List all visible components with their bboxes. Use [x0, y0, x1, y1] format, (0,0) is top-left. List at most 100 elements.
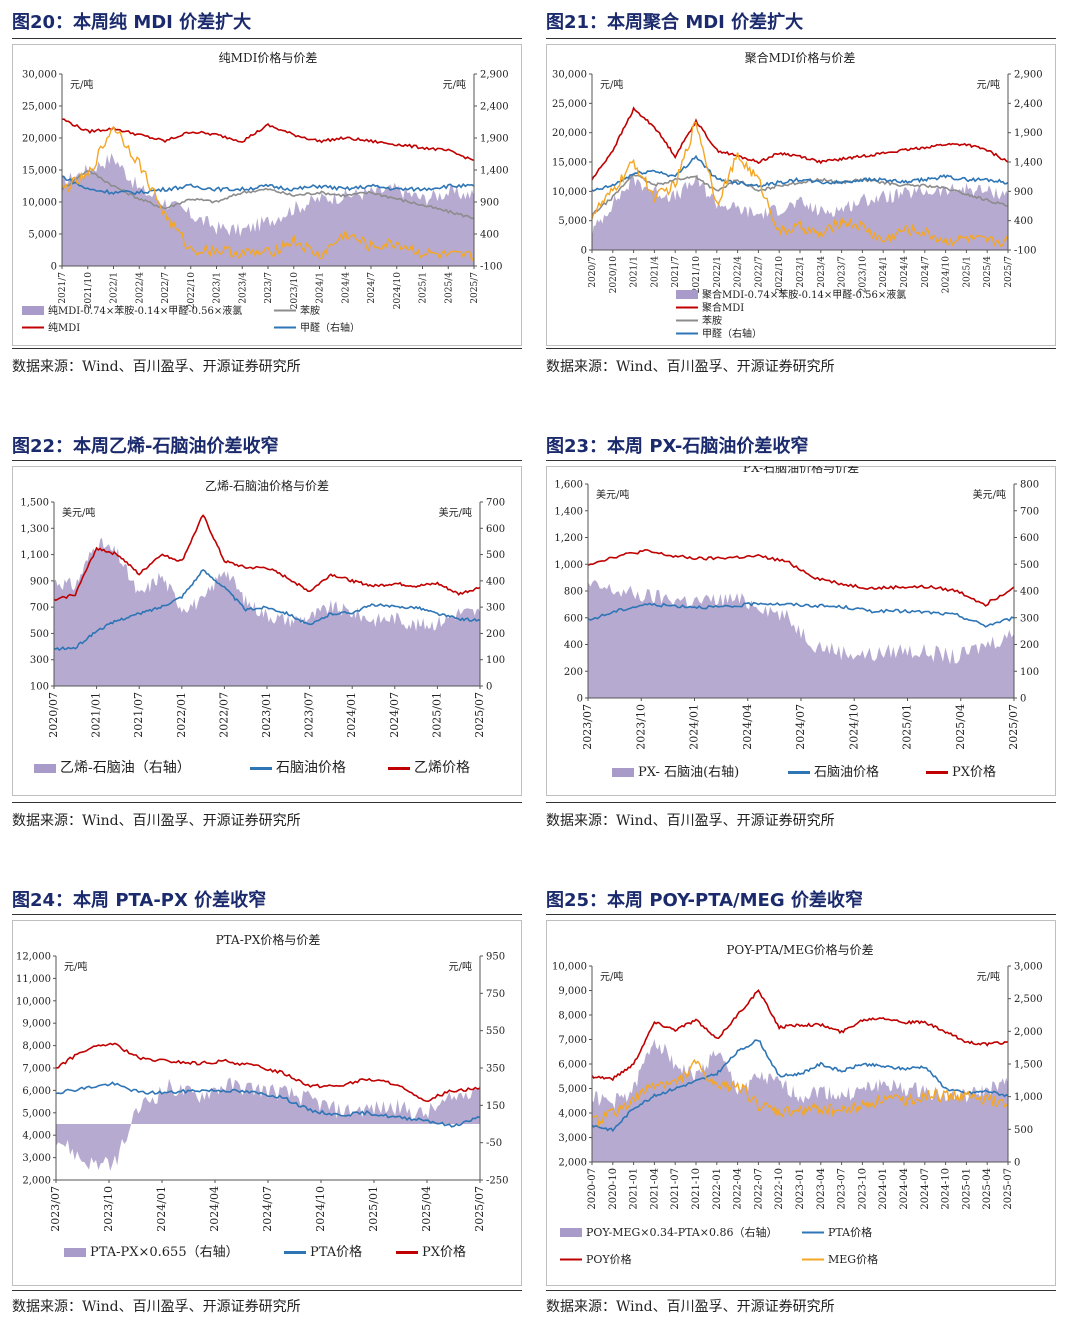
legend-item: 苯胺	[676, 314, 722, 327]
x-tick-label: 2023/10	[634, 704, 647, 750]
right-tick-label: 2,000	[1014, 1027, 1043, 1038]
legend-item: PX- 石脑油(右轴)	[612, 765, 739, 780]
x-tick-label: 2022/1	[110, 272, 120, 304]
x-tick-label: 2021/10	[692, 256, 702, 294]
left-tick-label: 7,000	[22, 1064, 51, 1075]
right-tick-label: 500	[1020, 560, 1039, 571]
x-tick-label: 2023/10	[102, 1186, 115, 1232]
right-tick-label: 0	[1014, 1158, 1020, 1169]
right-tick-label: 2,400	[480, 102, 509, 113]
legend-item: PTA价格	[284, 1244, 362, 1260]
x-tick-label: 2023-10	[857, 1168, 868, 1210]
source-note: 数据来源：Wind、百川盈孚、开源证券研究所	[12, 813, 301, 829]
x-tick-label: 2022/1	[713, 256, 723, 288]
left-axis-unit: 元/吨	[70, 78, 93, 91]
right-axis-unit: 美元/吨	[439, 506, 472, 519]
left-tick-label: 0	[577, 694, 583, 705]
left-tick-label: 400	[564, 640, 583, 651]
x-tick-label: 2024/7	[367, 272, 377, 304]
x-tick-label: 2021-04	[649, 1168, 660, 1210]
series-line	[53, 514, 481, 602]
x-tick-label: 2023/10	[290, 272, 300, 310]
series-line	[55, 1081, 481, 1128]
right-tick-label: -50	[486, 1138, 502, 1149]
chart-container: PX-石脑油价格与价差 美元/吨 美元/吨 0 200 400 600 800 1,000 1,2…	[546, 460, 1056, 796]
x-tick-label: 2024/07	[261, 1186, 274, 1232]
x-tick-label: 2022/4	[135, 272, 145, 304]
left-tick-label: 2,000	[558, 1158, 587, 1169]
left-tick-label: 600	[564, 613, 583, 624]
x-tick-label: 2022-07	[753, 1168, 764, 1210]
x-tick-label: 2024/7	[921, 256, 931, 288]
figure-title: 图22：本周乙烯-石脑油价差收窄	[12, 436, 279, 457]
series-line	[55, 1042, 481, 1103]
x-tick-label: 2025-01	[961, 1168, 972, 1210]
left-tick-label: 5,000	[558, 1084, 587, 1095]
x-tick-label: 2022-10	[774, 1168, 785, 1210]
left-tick-label: 6,000	[22, 1086, 51, 1097]
figure-panel-24: 图24：本周 PTA-PX 价差收窄 PTA-PX价格与价差 元/吨 元/吨 2,00…	[12, 886, 522, 1326]
series-line	[591, 154, 1009, 192]
right-tick-label: 1,900	[1014, 128, 1043, 139]
left-tick-label: 30,000	[22, 70, 57, 81]
x-tick-label: 2020/10	[609, 256, 619, 294]
x-tick-label: 2024/10	[314, 1186, 327, 1232]
right-tick-label: 400	[480, 230, 499, 241]
right-tick-label: 1,400	[480, 166, 509, 177]
x-tick-label: 2021-10	[691, 1168, 702, 1210]
source-rule	[546, 348, 1056, 349]
series-line	[591, 988, 1009, 1082]
chart-title: PX-石脑油价格与价差	[743, 466, 859, 475]
series-line	[53, 568, 481, 652]
x-tick-label: 2023/01	[260, 692, 273, 738]
series-line	[591, 1039, 1009, 1133]
legend-label: 甲醛（右轴）	[300, 321, 360, 334]
x-tick-label: 2024/10	[393, 272, 403, 310]
right-tick-label: 600	[1020, 533, 1039, 544]
right-tick-label: 500	[1014, 1125, 1033, 1136]
x-tick-label: 2025/01	[430, 692, 443, 738]
chart-container: 乙烯-石脑油价格与价差 美元/吨 美元/吨 100 300 500 700 900 1,100 1…	[12, 466, 522, 796]
x-tick-label: 2023/4	[238, 272, 248, 304]
legend-item: PTA-PX×0.655（右轴）	[64, 1245, 239, 1260]
series-line	[61, 170, 475, 220]
left-tick-label: 5,000	[558, 216, 587, 227]
x-tick-label: 2022-01	[712, 1168, 723, 1210]
x-tick-label: 2025/1	[419, 272, 429, 304]
chart-title: 聚合MDI价格与价差	[745, 50, 856, 65]
series-line	[587, 601, 1015, 628]
right-tick-label: 350	[486, 1064, 505, 1075]
x-tick-label: 2021/4	[650, 256, 660, 288]
source-rule	[12, 348, 522, 349]
legend-item: 纯MDI-0.74×苯胺-0.14×甲醛-0.56×液氯	[22, 304, 242, 317]
x-tick-label: 2023/1	[796, 256, 806, 288]
legend-item: POY价格	[560, 1252, 632, 1266]
left-tick-label: 9,000	[558, 986, 587, 997]
x-tick-label: 2025-04	[982, 1168, 993, 1210]
x-tick-label: 2023/4	[817, 256, 827, 288]
legend-item: 甲醛（右轴）	[274, 321, 360, 334]
left-tick-label: 0	[51, 262, 57, 273]
left-tick-label: 4,000	[22, 1131, 51, 1142]
source-rule	[546, 802, 1056, 803]
legend-label: 石脑油价格	[276, 760, 346, 776]
x-tick-label: 2020/07	[47, 692, 60, 738]
x-tick-label: 2023/07	[49, 1186, 62, 1232]
figure-panel-22: 图22：本周乙烯-石脑油价差收窄 乙烯-石脑油价格与价差 美元/吨 美元/吨 100 3…	[12, 432, 522, 832]
x-tick-label: 2022-04	[733, 1168, 744, 1210]
x-tick-label: 2024/1	[316, 272, 326, 304]
left-axis-unit: 美元/吨	[596, 488, 629, 501]
legend-item: POY-MEG×0.34-PTA×0.86（右轴）	[560, 1225, 778, 1239]
x-tick-label: 2025/1	[962, 256, 972, 288]
left-tick-label: 15,000	[22, 166, 57, 177]
right-axis-unit: 美元/吨	[973, 488, 1006, 501]
left-tick-label: 1,100	[20, 550, 49, 561]
legend-label: 苯胺	[300, 304, 320, 317]
right-tick-label: 1,400	[1014, 158, 1043, 169]
x-tick-label: 2025/04	[420, 1186, 433, 1232]
source-rule	[12, 1290, 522, 1291]
figure-title: 图23：本周 PX-石脑油价差收窄	[546, 436, 809, 457]
right-axis-unit: 元/吨	[443, 78, 466, 91]
left-tick-label: 3,000	[558, 1133, 587, 1144]
